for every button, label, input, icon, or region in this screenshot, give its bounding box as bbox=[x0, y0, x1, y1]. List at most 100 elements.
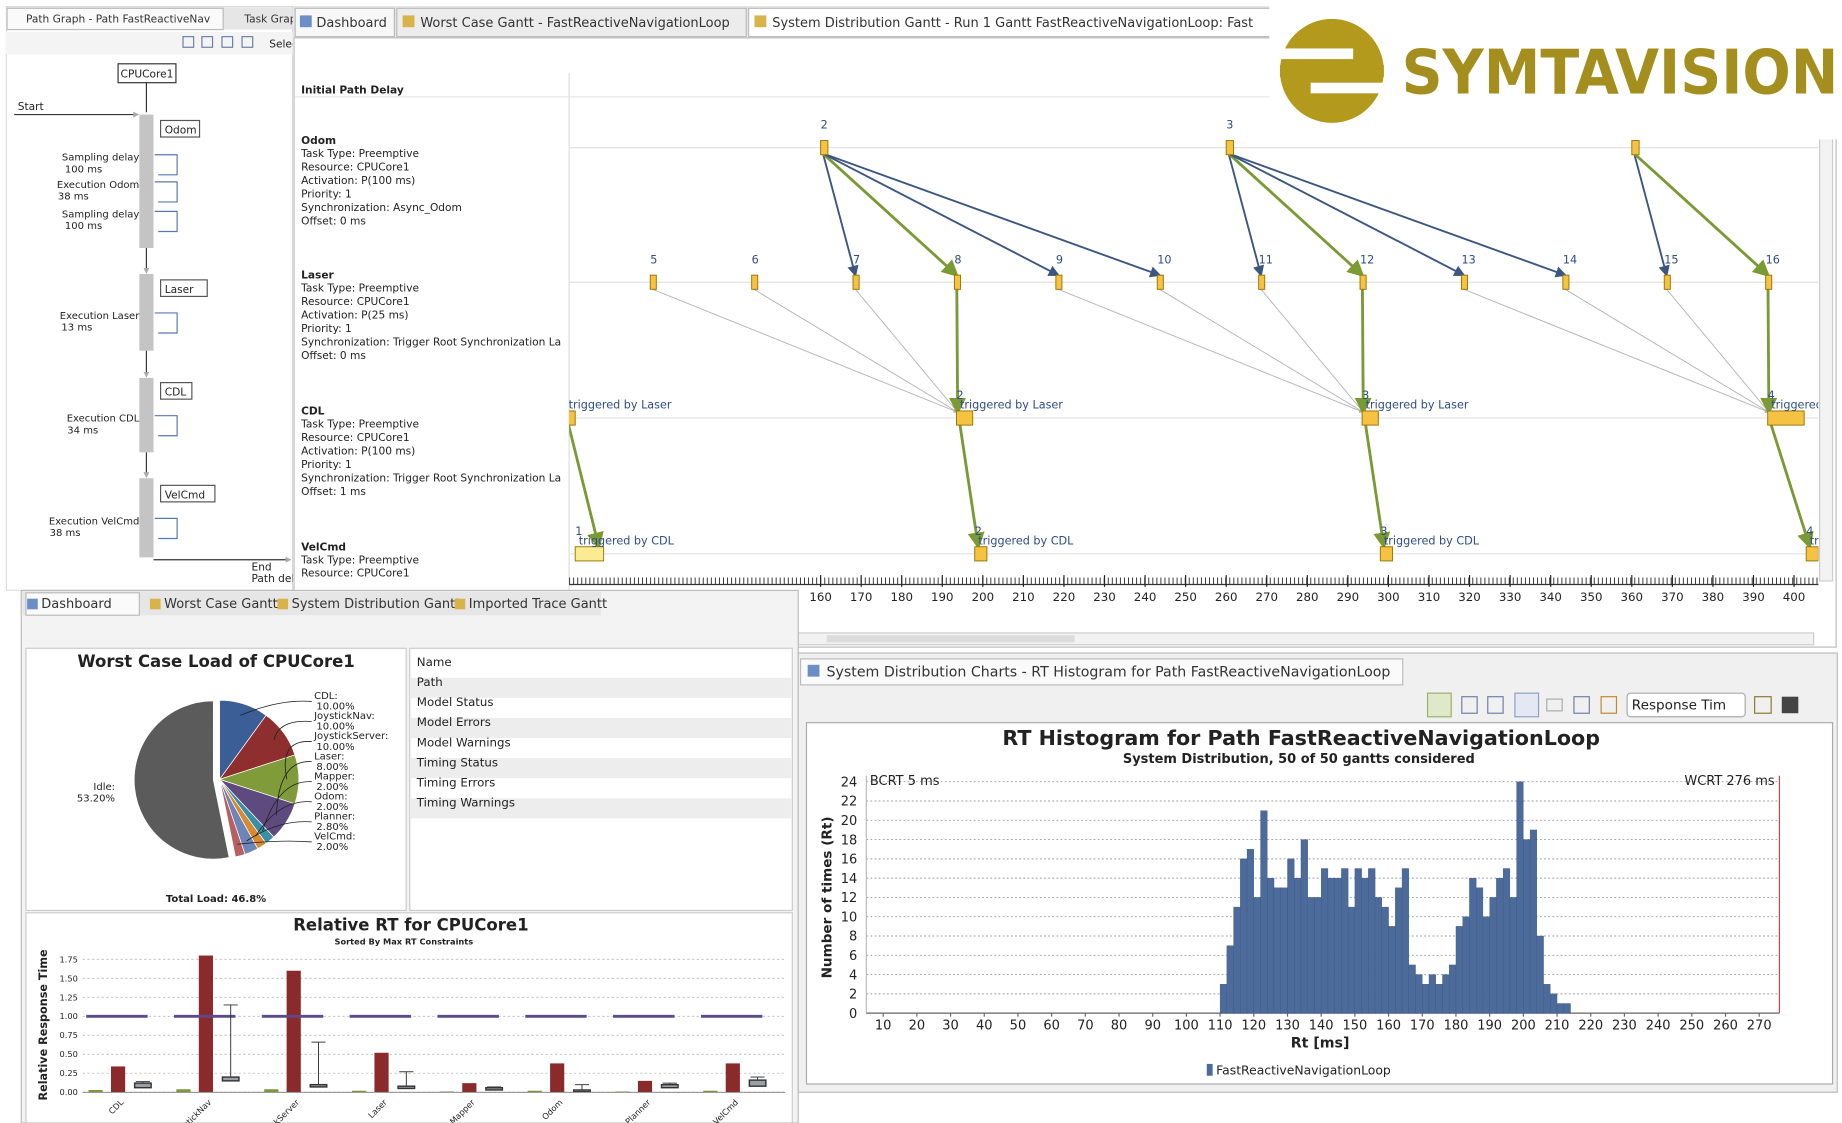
tool-icon[interactable] bbox=[1461, 696, 1478, 714]
tool-icon[interactable] bbox=[1426, 692, 1452, 718]
property-row bbox=[410, 717, 792, 739]
dropdown[interactable] bbox=[1626, 692, 1746, 718]
property-label: Model Errors bbox=[417, 715, 491, 729]
tab-label[interactable]: Worst Case Gantt bbox=[164, 597, 278, 612]
leader-line bbox=[273, 720, 312, 740]
tab-label[interactable]: System Distribution Charts - RT Histogra… bbox=[827, 665, 1391, 681]
tool-icon[interactable] bbox=[182, 36, 195, 48]
histogram-bar bbox=[1273, 887, 1281, 1014]
x-tick-label: 330 bbox=[1499, 590, 1522, 604]
job-link bbox=[855, 289, 959, 413]
histogram-bar bbox=[1556, 1003, 1564, 1014]
tab-icon bbox=[754, 15, 767, 28]
job-link bbox=[1228, 152, 1466, 277]
tool-icon[interactable] bbox=[241, 36, 254, 48]
tool-icon[interactable] bbox=[1546, 698, 1563, 712]
histogram-bar bbox=[1233, 906, 1241, 1014]
tool-icon[interactable] bbox=[201, 36, 214, 48]
tab-label[interactable]: System Distribution Gantt bbox=[292, 597, 461, 612]
slice-value: 2.00% bbox=[316, 802, 348, 813]
slice-label: CDL: bbox=[314, 691, 338, 702]
tab-label[interactable]: Imported Trace Gantt bbox=[469, 597, 607, 612]
job-link bbox=[1666, 289, 1770, 413]
task-detail: Activation: P(100 ms) bbox=[301, 444, 415, 457]
tab-label[interactable]: Task Grap bbox=[243, 12, 296, 25]
job-label: 2 bbox=[975, 525, 982, 538]
tab-label[interactable]: Dashboard bbox=[316, 16, 386, 31]
histogram-bar bbox=[1280, 887, 1288, 1014]
histogram-bar bbox=[1442, 974, 1450, 1014]
tab-label[interactable]: Dashboard bbox=[41, 597, 111, 612]
task-name: CDL bbox=[301, 404, 325, 417]
tool-icon[interactable] bbox=[1487, 696, 1504, 714]
histogram-bar bbox=[1422, 984, 1430, 1014]
tool-icon[interactable] bbox=[1600, 696, 1618, 714]
x-tick-label: 250 bbox=[1679, 1019, 1704, 1034]
task-detail: Activation: P(100 ms) bbox=[301, 174, 415, 187]
bar bbox=[703, 1090, 718, 1093]
property-row bbox=[410, 677, 792, 698]
job-label: 15 bbox=[1664, 253, 1678, 266]
tool-icon[interactable] bbox=[1573, 696, 1590, 714]
task-detail: Activation: P(25 ms) bbox=[301, 309, 408, 322]
bar bbox=[110, 1066, 126, 1093]
x-tick-label: 210 bbox=[1012, 590, 1035, 604]
histogram-bar bbox=[1428, 974, 1436, 1014]
box bbox=[572, 1089, 591, 1093]
tab-icon bbox=[454, 598, 466, 610]
job-label: 2 bbox=[956, 389, 963, 402]
job-note: triggered by CDL bbox=[1384, 534, 1480, 547]
tab bbox=[6, 7, 224, 31]
job bbox=[1361, 410, 1379, 426]
bar bbox=[264, 1089, 279, 1093]
histogram-bar bbox=[1307, 897, 1315, 1014]
dropdown-label[interactable]: Response Tim bbox=[1632, 698, 1726, 714]
job-label: 5 bbox=[650, 253, 657, 266]
tool-icon[interactable] bbox=[1514, 692, 1540, 718]
chart-footer: Total Load: 46.8% bbox=[166, 894, 266, 905]
slice-label: VelCmd: bbox=[314, 832, 356, 843]
x-tick-label: 50 bbox=[1010, 1019, 1027, 1034]
tool-icon[interactable] bbox=[221, 36, 234, 48]
histogram-bar bbox=[1516, 781, 1524, 1014]
scroll-thumb[interactable] bbox=[826, 635, 1075, 643]
job-note: triggered by Laser bbox=[1771, 399, 1842, 412]
task-detail: Task Type: Preemptive bbox=[300, 282, 419, 295]
step-bracket bbox=[154, 415, 178, 437]
box bbox=[660, 1083, 679, 1089]
tool-icon[interactable] bbox=[1754, 696, 1772, 714]
task-name: Laser bbox=[301, 269, 334, 282]
property-label: Name bbox=[417, 655, 452, 669]
step-label: Execution CDL bbox=[67, 414, 140, 425]
x-tick-label: 200 bbox=[1511, 1019, 1536, 1034]
dashboard-panel: Relative RT for CPUCore1 Sorted By Max RT… bbox=[20, 589, 799, 1123]
v-scrollbar[interactable] bbox=[1818, 72, 1834, 582]
toolbar-label: Selec bbox=[269, 37, 298, 50]
histogram-bar bbox=[1550, 993, 1558, 1014]
histogram-bar bbox=[1523, 839, 1531, 1014]
histogram-bar bbox=[1341, 868, 1349, 1014]
bar bbox=[550, 1063, 565, 1093]
task-detail: Priority: 1 bbox=[301, 187, 352, 200]
tool-icon[interactable] bbox=[1781, 696, 1799, 714]
job bbox=[1460, 274, 1469, 290]
logo-stripe bbox=[1279, 64, 1384, 77]
task-detail: Offset: 1 ms bbox=[301, 485, 366, 498]
x-tick-label: 200 bbox=[972, 590, 995, 604]
job-label: 10 bbox=[1157, 253, 1171, 266]
histogram-bar bbox=[1462, 916, 1470, 1014]
x-tick-label: 10 bbox=[875, 1019, 892, 1034]
tab bbox=[25, 592, 140, 616]
job-link bbox=[822, 152, 1060, 277]
x-tick-label: 100 bbox=[1174, 1019, 1199, 1034]
tab-label[interactable]: Path Graph - Path FastReactiveNav bbox=[26, 12, 210, 25]
tab-label[interactable]: Worst Case Gantt - FastReactiveNavigatio… bbox=[420, 16, 729, 31]
histogram-bar bbox=[1476, 887, 1484, 1014]
path-graph-panel: CPUCore1 Start End Path del Path Graph -… bbox=[5, 5, 298, 591]
tab-label[interactable]: System Distribution Gantt - Run 1 Gantt … bbox=[772, 16, 1253, 31]
job-link bbox=[1260, 289, 1364, 413]
x-tick-label: 190 bbox=[931, 590, 954, 604]
x-tick-label: 120 bbox=[1241, 1019, 1266, 1034]
histogram-bar bbox=[1449, 964, 1457, 1014]
histogram-bar bbox=[1455, 926, 1463, 1014]
